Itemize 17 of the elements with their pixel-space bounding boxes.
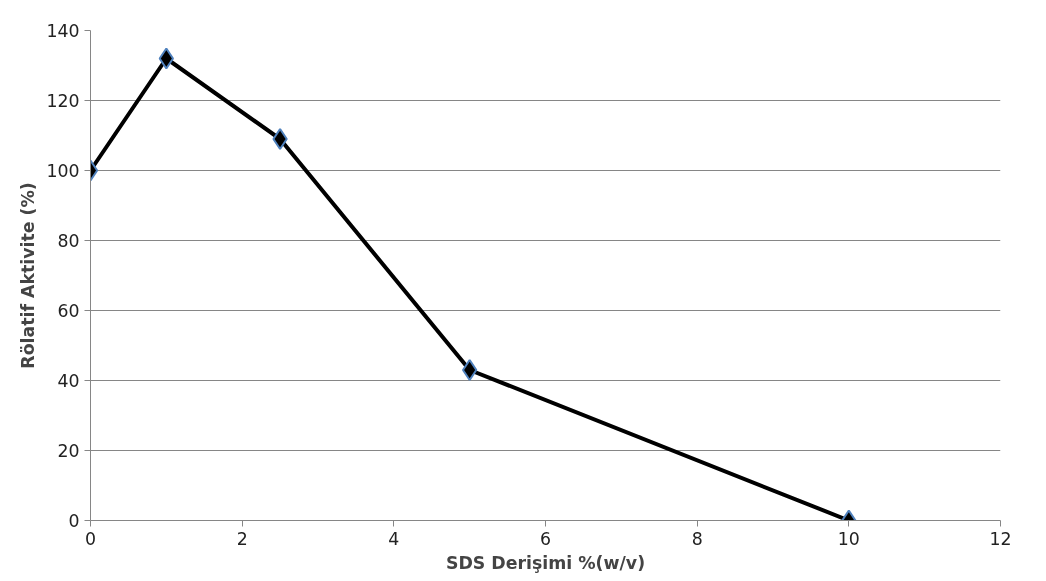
x-tick-label: 2 (236, 528, 248, 549)
y-tick-label: 40 (57, 371, 80, 391)
y-axis-title: Rölatif Aktivite (%) (18, 182, 39, 369)
y-tick-label: 60 (57, 301, 80, 321)
x-axis-title: SDS Derişimi %(w/v) (445, 552, 646, 573)
y-tick-label: 80 (57, 231, 80, 251)
x-tick-label: 8 (691, 528, 703, 549)
x-tick-label: 10 (837, 528, 860, 549)
y-tick-label: 140 (46, 21, 80, 41)
y-tick-label: 100 (46, 161, 80, 181)
y-tick-label: 20 (57, 441, 80, 461)
y-tick-label: 0 (68, 511, 80, 531)
x-tick-label: 12 (989, 528, 1012, 549)
x-tick-label: 0 (84, 528, 97, 549)
x-tick-label: 6 (539, 528, 552, 549)
x-tick-label: 4 (388, 528, 400, 549)
y-tick-label: 120 (46, 91, 80, 111)
